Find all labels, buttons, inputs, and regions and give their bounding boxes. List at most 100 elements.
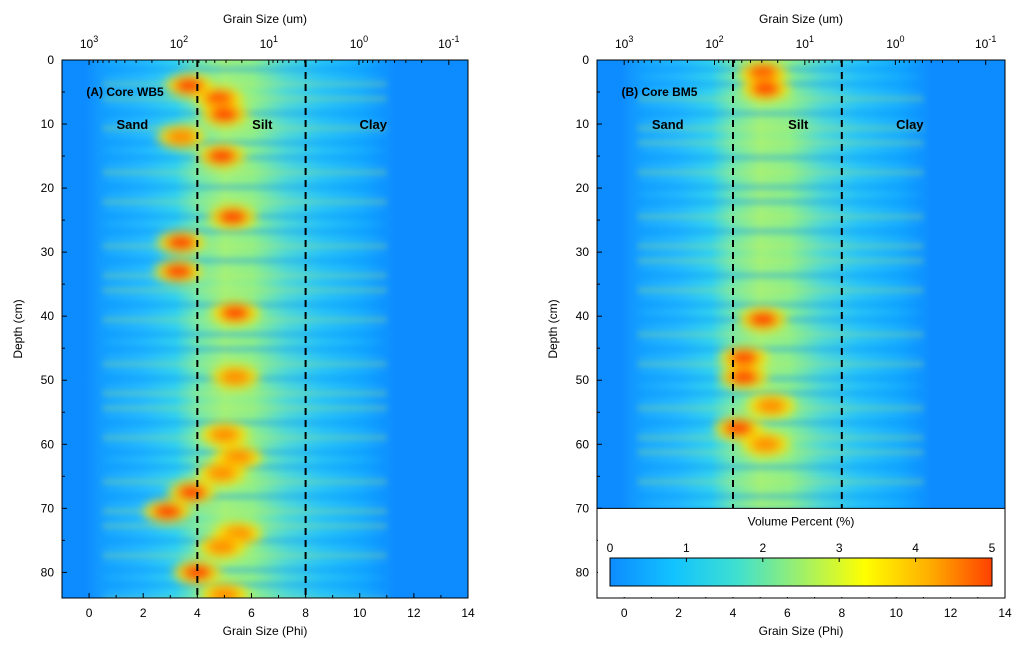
x-tick-label: 14: [461, 606, 475, 620]
hotspot-core: [174, 77, 205, 94]
x-tick-label: 14: [998, 606, 1012, 620]
hotspot-core: [222, 449, 253, 466]
x-tick-label: 12: [407, 606, 421, 620]
y-tick-label: 0: [582, 53, 589, 67]
top-tick-label: 10-1: [975, 34, 996, 51]
heat-band: [637, 478, 924, 485]
heat-band: [102, 198, 387, 205]
heat-band: [102, 567, 387, 574]
colorbar-tick-label: 0: [607, 541, 614, 555]
top-tick-label: 102: [705, 34, 723, 51]
heat-band: [102, 125, 387, 132]
heat-band: [637, 169, 924, 176]
hotspot-core: [220, 369, 251, 386]
heat-band: [102, 478, 387, 485]
heat-band: [102, 66, 387, 73]
top-tick-label: 10-1: [438, 34, 459, 51]
heat-band: [102, 552, 387, 559]
hotspot-core: [203, 90, 234, 107]
hotspot-core: [217, 208, 248, 225]
hotspot-core: [182, 564, 213, 581]
y-tick-label: 30: [576, 245, 590, 259]
heat-band: [637, 257, 924, 264]
x-tick-label: 4: [194, 606, 201, 620]
panel-title: (A) Core WB5: [86, 85, 164, 99]
hotspot-core: [166, 128, 197, 145]
heat-band: [637, 375, 924, 382]
region-label: Sand: [652, 117, 684, 132]
y-tick-label: 50: [576, 373, 590, 387]
x-tick-label: 2: [675, 606, 682, 620]
y-tick-label: 60: [41, 437, 55, 451]
region-label: Clay: [360, 117, 388, 132]
x-tick-label: 10: [353, 606, 367, 620]
heat-band: [102, 140, 387, 146]
x-tick-label: 0: [86, 606, 93, 620]
y-tick-label: 30: [41, 245, 55, 259]
y-tick-label: 80: [41, 565, 55, 579]
top-tick-label: 102: [170, 34, 188, 51]
top-tick-label: 100: [886, 34, 904, 51]
top-tick-label: 103: [615, 34, 633, 51]
hotspot-core: [206, 538, 237, 555]
region-label: Clay: [896, 117, 924, 132]
heat-band: [637, 95, 924, 102]
heat-band: [637, 390, 924, 397]
y-tick-label: 70: [41, 501, 55, 515]
heat-band: [102, 346, 387, 353]
hotspot-core: [152, 503, 183, 520]
heatmap-panel-a: Sand Silt Clay (A) Core WB5 0 2 4 6 8 10 12 14 Grain…: [11, 12, 475, 638]
y-tick-label: 20: [41, 181, 55, 195]
top-tick-label: 103: [80, 34, 98, 51]
heat-band: [102, 169, 387, 176]
x-tick-label: 8: [838, 606, 845, 620]
heat-band: [637, 110, 924, 117]
heat-band: [637, 154, 924, 161]
y-tick-label: 0: [47, 53, 54, 67]
colorbar-tick-label: 1: [683, 541, 690, 555]
colorbar-tick-label: 2: [759, 541, 766, 555]
heat-band: [102, 508, 387, 515]
top-axis-label: Grain Size (um): [759, 12, 843, 26]
y-tick-label: 40: [41, 309, 55, 323]
heat-band: [102, 184, 387, 191]
hotspot-core: [750, 80, 781, 97]
hotspot-core: [206, 465, 237, 482]
hotspot-core: [176, 484, 207, 501]
y-tick-label: 50: [41, 373, 55, 387]
heat-band: [102, 287, 387, 294]
hotspot-core: [163, 263, 194, 280]
hotspot-core: [166, 234, 197, 251]
y-axis-label: Depth (cm): [11, 299, 25, 358]
colorbar-label: Volume Percent (%): [748, 514, 855, 528]
heat-band: [102, 81, 387, 87]
x-tick-label: 0: [621, 606, 628, 620]
y-tick-label: 70: [576, 501, 590, 515]
x-tick-label: 8: [302, 606, 309, 620]
heat-band: [637, 272, 924, 279]
heat-background: [597, 60, 1005, 509]
hotspot-core: [750, 436, 781, 453]
panel-title: (B) Core BM5: [621, 85, 697, 99]
y-tick-label: 80: [576, 565, 590, 579]
heat-band: [102, 228, 387, 235]
x-axis-label: Grain Size (Phi): [759, 624, 844, 638]
plot-frame: [596, 59, 1006, 599]
heat-band: [637, 493, 924, 500]
heat-band: [637, 228, 924, 235]
heat-band: [637, 287, 924, 294]
hotspot-core: [209, 106, 240, 123]
heat-band: [102, 272, 387, 279]
x-tick-label: 4: [730, 606, 737, 620]
y-tick-label: 60: [576, 437, 590, 451]
hotspot-core: [220, 304, 251, 321]
colorbar: Volume Percent (%) 0 1 2 3 4 5: [597, 507, 1005, 597]
hotspot-core: [728, 349, 759, 366]
heat-band: [102, 95, 387, 102]
heat-band: [637, 346, 924, 353]
hotspot-core: [756, 397, 787, 414]
heat-band: [102, 493, 387, 500]
